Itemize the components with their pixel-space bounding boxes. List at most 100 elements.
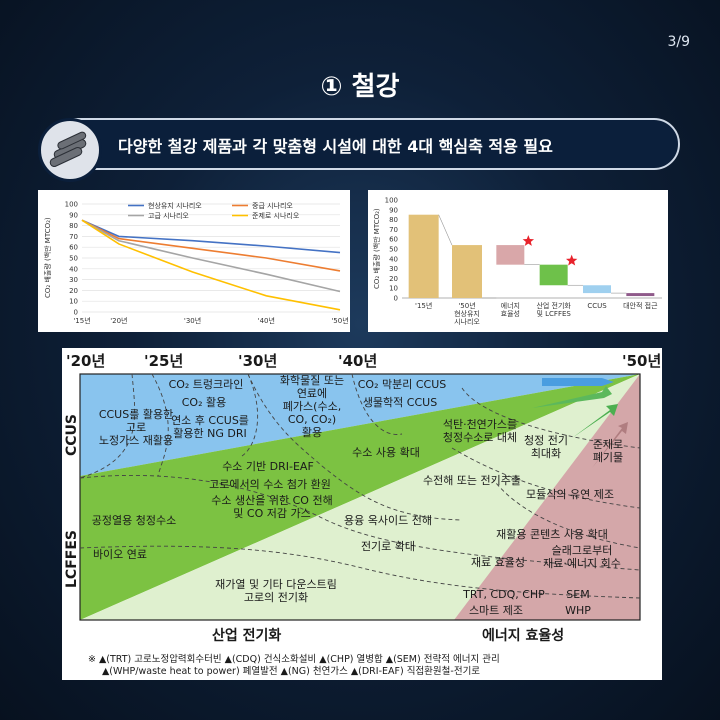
diagram-text-trt: TRT, CDQ, CHP xyxy=(462,588,545,601)
legend-label: 중급 시나리오 xyxy=(252,201,293,210)
y-axis-label: CO₂ 배출량 (백만 MTCO₂) xyxy=(43,217,52,298)
series-line xyxy=(81,219,341,311)
footnote-line-2: ▲(WHP/waste heat to power) 폐열발전 ▲(NG) 천연… xyxy=(102,665,480,677)
diagram-text-co2-trunk: CO₂ 트렁크라인 xyxy=(169,378,244,391)
y-axis-label: CO₂ 배출량 (백만 MTCO₂) xyxy=(372,208,381,289)
y-tick-label: 90 xyxy=(69,211,78,219)
diagram-text-ccus-ngdri: 연소 후 CCUS를 활용한 NG DRI xyxy=(171,414,249,440)
y-tick-label: 20 xyxy=(69,287,78,295)
category-label: '50년 현상유지 시나리오 xyxy=(454,301,480,326)
diagram-text-sem: SEM xyxy=(566,588,589,601)
bar xyxy=(496,245,525,265)
diagram-text-bio-ccus: 생물학적 CCUS xyxy=(363,396,437,409)
y-tick-label: 90 xyxy=(389,206,398,214)
diagram-text-reheating: 재가열 및 기타 다운스트림 고로의 전기화 xyxy=(215,578,337,604)
light-green-region xyxy=(80,374,640,620)
series-line xyxy=(81,219,341,254)
diagram-text-molten-oxide: 용융 옥사이드 전해 xyxy=(344,513,432,527)
row-label-ccus: CCUS xyxy=(64,414,80,456)
y-tick-label: 60 xyxy=(69,244,78,252)
efficiency-region xyxy=(454,374,640,620)
scenario-line-chart: 100 90 80 70 60 50 40 30 20 10 0'15년 '20년 '30년 '40년 '5… xyxy=(38,190,350,332)
x-tick-label: '40년 xyxy=(258,316,275,325)
diagram-text-h2-reduce: 고로에서의 수소 첨가 환원 xyxy=(209,478,331,491)
y-tick-label: 0 xyxy=(74,309,78,317)
page-number: 3/9 xyxy=(667,34,690,50)
diagram-text-near-zero: 준제로 폐기물 xyxy=(593,438,623,464)
year-label-2050: '50년 xyxy=(622,352,661,370)
row-label-lcffes: LCFFES xyxy=(64,530,80,588)
x-tick-label: '30년 xyxy=(184,316,201,325)
bar xyxy=(452,245,482,298)
y-tick-label: 0 xyxy=(394,295,398,303)
diagram-text-co2-use: CO₂ 활용 xyxy=(182,395,227,409)
y-tick-label: 80 xyxy=(389,216,398,224)
page-title: ① 철강 xyxy=(320,72,400,102)
diagram-text-bio-fuel: 바이오 연료 xyxy=(93,548,147,561)
bar xyxy=(626,293,655,297)
y-tick-label: 40 xyxy=(389,255,398,263)
legend-label: 현상유지 시나리오 xyxy=(148,201,202,210)
category-label: 대안적 접근 xyxy=(623,301,658,310)
category-label: 에너지 효율성 xyxy=(501,301,520,318)
category-label: '15년 xyxy=(415,301,432,310)
y-tick-label: 100 xyxy=(385,197,398,205)
diagram-text-ccus-gas: CCUS를 활용한 고로 노정가스 재활용 xyxy=(99,407,173,447)
y-tick-label: 20 xyxy=(389,275,398,283)
year-label-2020: '20년 xyxy=(66,352,105,370)
x-tick-label: '20년 xyxy=(110,316,127,325)
steel-pipes-icon xyxy=(38,118,102,182)
waterfall-chart: 100 90 80 70 60 50 40 30 20 10 0 CO₂ 배출량 (백만 MTCO₂)… xyxy=(368,190,668,332)
bar xyxy=(539,264,568,286)
diagram-text-material-eff: 재료 효율성 xyxy=(471,556,525,569)
y-tick-label: 10 xyxy=(69,298,78,306)
banner-text: 다양한 철강 제품과 각 맞춤형 시설에 대한 4대 핵심축 적용 필요 xyxy=(118,137,553,156)
connector-line xyxy=(438,214,453,246)
year-label-2030: '30년 xyxy=(238,352,277,370)
subtitle-banner xyxy=(52,118,680,170)
year-label-2040: '40년 xyxy=(338,352,377,370)
star-icon xyxy=(522,235,535,246)
y-tick-label: 50 xyxy=(389,246,398,254)
diagram-text-membrane: CO₂ 막분리 CCUS xyxy=(358,378,447,391)
x-tick-label: '50년 xyxy=(331,316,348,325)
x-tick-label: '15년 xyxy=(73,316,90,325)
diagram-text-h2-use: 수소 사용 확대 xyxy=(352,446,420,459)
diagram-text-h2-dri: 수소 기반 DRI-EAF xyxy=(222,460,314,473)
bottom-label-efficiency: 에너지 효율성 xyxy=(482,627,564,644)
bottom-label-electrification: 산업 전기화 xyxy=(212,627,281,644)
diagram-text-co-elec: 수소 생산을 위한 CO 전해 및 CO 저감 가스 xyxy=(211,493,332,520)
y-tick-label: 30 xyxy=(389,265,398,273)
star-icon xyxy=(565,254,578,266)
category-label: 산업 전기화 및 LCFFES xyxy=(536,301,571,318)
diagram-text-elec-ext: 수전해 또는 전기추출 xyxy=(423,473,521,487)
diagram-text-coal-gas: 석탄·천연가스를 청정수소로 대체 xyxy=(443,417,517,444)
y-tick-label: 70 xyxy=(389,226,398,234)
y-tick-label: 10 xyxy=(389,285,398,293)
y-tick-label: 50 xyxy=(69,255,78,263)
y-tick-label: 100 xyxy=(65,201,78,209)
diagram-text-clean-elec: 청정 전기 최대화 xyxy=(524,434,568,460)
y-tick-label: 40 xyxy=(69,265,78,273)
diagram-text-content-reuse: 재활용 콘텐츠 사용 확대 xyxy=(496,527,608,541)
bar xyxy=(408,214,439,298)
year-label-2025: '25년 xyxy=(144,352,183,370)
y-tick-label: 60 xyxy=(389,236,398,244)
series-line xyxy=(81,219,341,272)
bar xyxy=(583,285,611,294)
series-line xyxy=(81,219,341,293)
diagram-text-whp: WHP xyxy=(565,604,591,617)
diagram-text-modular-flex: 모듈식의 유연 제조 xyxy=(526,488,614,501)
trend-arrows xyxy=(532,378,628,468)
diagram-text-smart: 스마트 제조 xyxy=(469,604,523,617)
y-tick-label: 30 xyxy=(69,276,78,284)
legend-label: 고급 시나리오 xyxy=(148,211,189,220)
y-tick-label: 80 xyxy=(69,222,78,230)
diagram-text-cogen: 공정열용 청정수소 xyxy=(92,514,176,527)
legend-label: 준제로 시나리오 xyxy=(252,211,300,220)
diagram-text-elec-expand: 전기로 확대 xyxy=(361,540,415,553)
